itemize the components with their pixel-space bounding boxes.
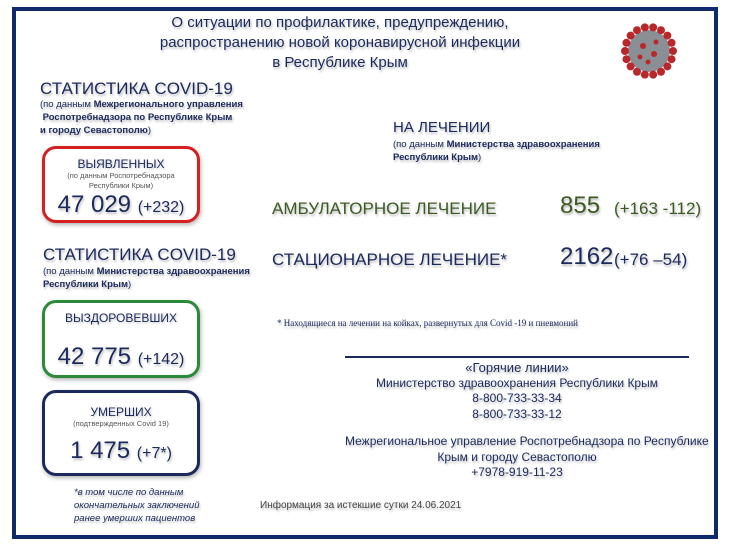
recovered-label: ВЫЗДОРОВЕВШИХ [64,311,178,325]
recovered-card: ВЫЗДОРОВЕВШИХ 42 775 (+142) [42,300,200,378]
title-line: в Республике Крым [272,54,408,71]
hotline-phone[interactable]: 8-800-733-33-34 [472,391,562,405]
hotlines-title: «Горячие линии» [465,360,569,375]
treatment-source: (по данным Министерства здравоохранения Р… [393,139,600,163]
coronavirus-icon [621,23,677,79]
recovered-value: 42 775 (+142) [57,343,185,370]
treatment-heading: НА ЛЕЧЕНИИ [393,119,491,136]
detected-note: (по данным Роспотребнадзора [67,171,175,180]
page-title: О ситуации по профилактике, предупрежден… [140,13,540,73]
outpatient-value: 855 [560,192,601,219]
hotline-org: Министерство здравоохранения Республики … [376,375,658,390]
info-date: Информация за истекшие сутки 24.06.2021 [260,500,462,511]
stat1-heading: СТАТИСТИКА COVID-19 [40,79,233,98]
deceased-value: 1 475 (+7*) [70,437,172,464]
inpatient-footnote: * Находящиеся на лечении на койках, разв… [277,318,578,328]
detected-value: 47 029 (+232) [57,191,185,218]
inpatient-value: 2162 [560,243,614,270]
inpatient-delta: (+76 –54) [614,250,688,269]
stat2-source: (по данным Министерства здравоохранения Р… [43,266,250,290]
deceased-note: (подтвержденных Covid 19) [73,419,169,428]
title-line: распространению новой коронавирусной инф… [159,34,521,51]
deceased-card: УМЕРШИХ (подтвержденных Covid 19) 1 475 … [42,390,200,476]
hotline-org: Крым и городу Севастополю [437,449,597,464]
hotline-phone[interactable]: 8-800-733-33-12 [472,406,562,421]
hotlines: «Горячие линии» Министерство здравоохран… [345,360,709,481]
title-line: О ситуации по профилактике, предупрежден… [171,14,509,31]
detected-label: ВЫЯВЛЕННЫХ [77,157,165,171]
detected-note: Республики Крым) [88,181,154,190]
hotline-phone[interactable]: +7978-919-11-23 [471,465,563,479]
deceased-label: УМЕРШИХ [90,405,152,419]
deceased-footnote: *в том числе по данным окончательных закл… [74,487,200,524]
outpatient-delta: (+163 -112) [614,199,702,218]
stat2-heading: СТАТИСТИКА COVID-19 [43,245,236,264]
hotline-org: Межрегиональное управление Роспотребнадз… [345,434,709,448]
stat1-source: (по данным Межрегионального управления Р… [40,99,243,136]
inpatient-label: СТАЦИОНАРНОЕ ЛЕЧЕНИЕ* [272,250,508,269]
page-frame [12,7,718,539]
divider [345,356,689,358]
outpatient-label: АМБУЛАТОРНОЕ ЛЕЧЕНИЕ [272,199,497,218]
detected-card: ВЫЯВЛЕННЫХ (по данным Роспотребнадзора Р… [42,146,200,223]
